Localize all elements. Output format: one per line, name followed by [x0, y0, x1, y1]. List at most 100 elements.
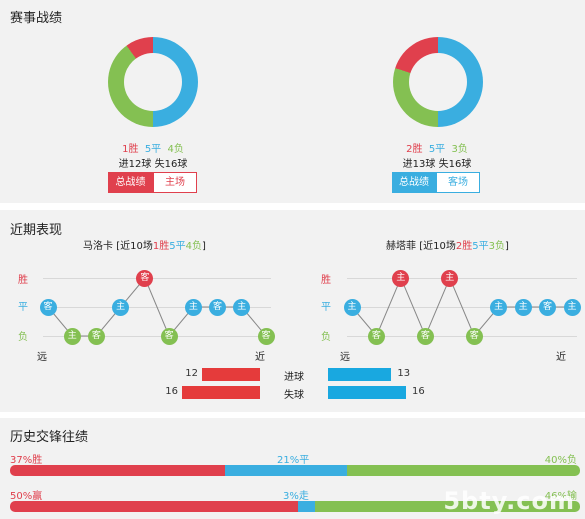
away-recent-wins: 2胜	[455, 241, 473, 252]
h2h-handicap-push-bar	[297, 501, 316, 512]
home-form-point: 主	[233, 298, 251, 316]
home-loss-count: 4负	[167, 144, 184, 155]
h2h-loss-label: 40%负	[544, 455, 577, 466]
recent-panel: 近期表现 马洛卡 [近10场1胜5平4负] 赫塔菲 [近10场2胜5平3负] 胜…	[0, 210, 585, 412]
away-goals-value: 13	[397, 368, 411, 379]
h2h-draw-label: 21%平	[277, 455, 310, 466]
away-axis-win: 胜	[321, 275, 331, 286]
away-form-point: 主	[441, 269, 459, 287]
h2h-draw-bar	[225, 465, 348, 476]
away-axis-draw: 平	[321, 302, 331, 313]
home-form-point: 客	[136, 269, 154, 287]
goals-label: 进球	[284, 372, 304, 383]
record-title: 赛事战绩	[10, 11, 63, 26]
away-goals-bar	[328, 368, 392, 381]
home-recent-wins: 1胜	[152, 241, 170, 252]
home-form-point: 客	[39, 298, 57, 316]
conceded-label: 失球	[284, 390, 304, 401]
home-venue-tab[interactable]: 主场	[153, 172, 197, 193]
home-grid-line	[43, 278, 271, 279]
h2h-handicap-win-bar	[10, 501, 298, 512]
home-form-line	[47, 277, 267, 337]
away-form-point: 主	[514, 298, 532, 316]
away-form-point: 主	[392, 269, 410, 287]
away-recent-summary: 赫塔菲 [近10场2胜5平3负]	[386, 237, 509, 252]
home-axis-draw: 平	[18, 302, 28, 313]
home-goals-line: 进12球 失16球	[100, 155, 206, 170]
h2h-title: 历史交锋往绩	[10, 430, 89, 445]
home-form-point: 主	[184, 298, 202, 316]
home-team-name: 马洛卡	[83, 241, 113, 252]
home-draw-count: 5平	[144, 144, 162, 155]
h2h-loss-bar	[347, 465, 580, 476]
away-axis-far: 远	[340, 352, 350, 363]
away-record-donut	[393, 37, 483, 127]
away-draw-count: 5平	[428, 144, 446, 155]
away-axis-near: 近	[556, 352, 566, 363]
record-panel: 赛事战绩 1胜 5平 4负 进12球 失16球 总战绩 主场 2胜 5平 3负 …	[0, 0, 585, 203]
away-conceded-text: 失16球	[438, 159, 472, 170]
away-form-chart: 主客主客主客主主客主	[0, 210, 585, 360]
home-recent-draws: 5平	[169, 241, 186, 252]
away-team-name: 赫塔菲	[386, 241, 416, 252]
home-conceded-text: 失16球	[154, 159, 188, 170]
home-overall-tab[interactable]: 总战绩	[108, 172, 153, 193]
away-conceded-value: 16	[412, 386, 425, 397]
home-conceded-value: 16	[165, 386, 178, 397]
h2h-handicap-win-label: 50%赢	[10, 491, 43, 502]
away-recent-losses: 3负	[488, 241, 505, 252]
away-conceded-bar	[328, 386, 406, 399]
away-form-point: 客	[465, 327, 483, 345]
home-form-chart: 客主客主客客主客主客	[0, 210, 292, 360]
home-goals-text: 进12球	[118, 159, 152, 170]
away-win-count: 2胜	[406, 144, 423, 155]
home-axis-far: 远	[37, 352, 47, 363]
away-summary-suffix: ]	[504, 241, 509, 252]
home-grid-line	[43, 336, 271, 337]
away-venue-tab[interactable]: 客场	[436, 172, 480, 193]
recent-title: 近期表现	[10, 223, 63, 238]
watermark: 5bty.com	[443, 487, 575, 515]
home-form-point: 主	[63, 327, 81, 345]
h2h-panel: 历史交锋往绩 37%胜 21%平 40%负 50%赢 3%走 46%输 5bty…	[0, 418, 585, 519]
away-recent-draws: 5平	[472, 241, 489, 252]
home-win-count: 1胜	[122, 144, 139, 155]
home-axis-near: 近	[255, 352, 265, 363]
home-form-lines	[47, 277, 267, 337]
home-form-point: 客	[87, 327, 105, 345]
away-form-point: 主	[563, 298, 581, 316]
h2h-win-bar	[10, 465, 226, 476]
away-grid-line	[347, 278, 577, 279]
away-goals-text: 进13球	[402, 159, 436, 170]
away-form-point: 主	[343, 298, 361, 316]
away-loss-count: 3负	[451, 144, 468, 155]
home-goals-value: 12	[185, 368, 198, 379]
away-form-point: 客	[367, 327, 385, 345]
h2h-win-label: 37%胜	[10, 455, 43, 466]
home-form-point: 客	[257, 327, 275, 345]
away-form-line	[351, 276, 572, 338]
home-goals-bar	[201, 368, 260, 381]
h2h-handicap-push-label: 3%走	[283, 491, 309, 502]
away-grid-line	[347, 336, 577, 337]
home-recent-summary: 马洛卡 [近10场1胜5平4负]	[83, 237, 206, 252]
home-recent-losses: 4负	[185, 241, 202, 252]
home-axis-loss: 负	[18, 332, 28, 343]
h2h-handicap-loss-bar	[315, 501, 580, 512]
home-form-point: 主	[112, 298, 130, 316]
h2h-handicap-loss-label: 46%输	[544, 491, 577, 502]
away-overall-tab[interactable]: 总战绩	[392, 172, 436, 193]
away-form-point: 客	[539, 298, 557, 316]
home-wdl-line: 1胜 5平 4负	[100, 140, 206, 155]
home-axis-win: 胜	[18, 275, 28, 286]
home-summary-prefix: [近10场	[116, 241, 153, 252]
away-summary-prefix: [近10场	[419, 241, 456, 252]
home-summary-suffix: ]	[201, 241, 206, 252]
home-form-point: 客	[160, 327, 178, 345]
away-goals-line: 进13球 失16球	[384, 155, 490, 170]
away-axis-loss: 负	[321, 332, 331, 343]
away-form-point: 客	[416, 327, 434, 345]
away-form-point: 主	[490, 298, 508, 316]
home-form-point: 客	[209, 298, 227, 316]
away-wdl-line: 2胜 5平 3负	[384, 140, 490, 155]
